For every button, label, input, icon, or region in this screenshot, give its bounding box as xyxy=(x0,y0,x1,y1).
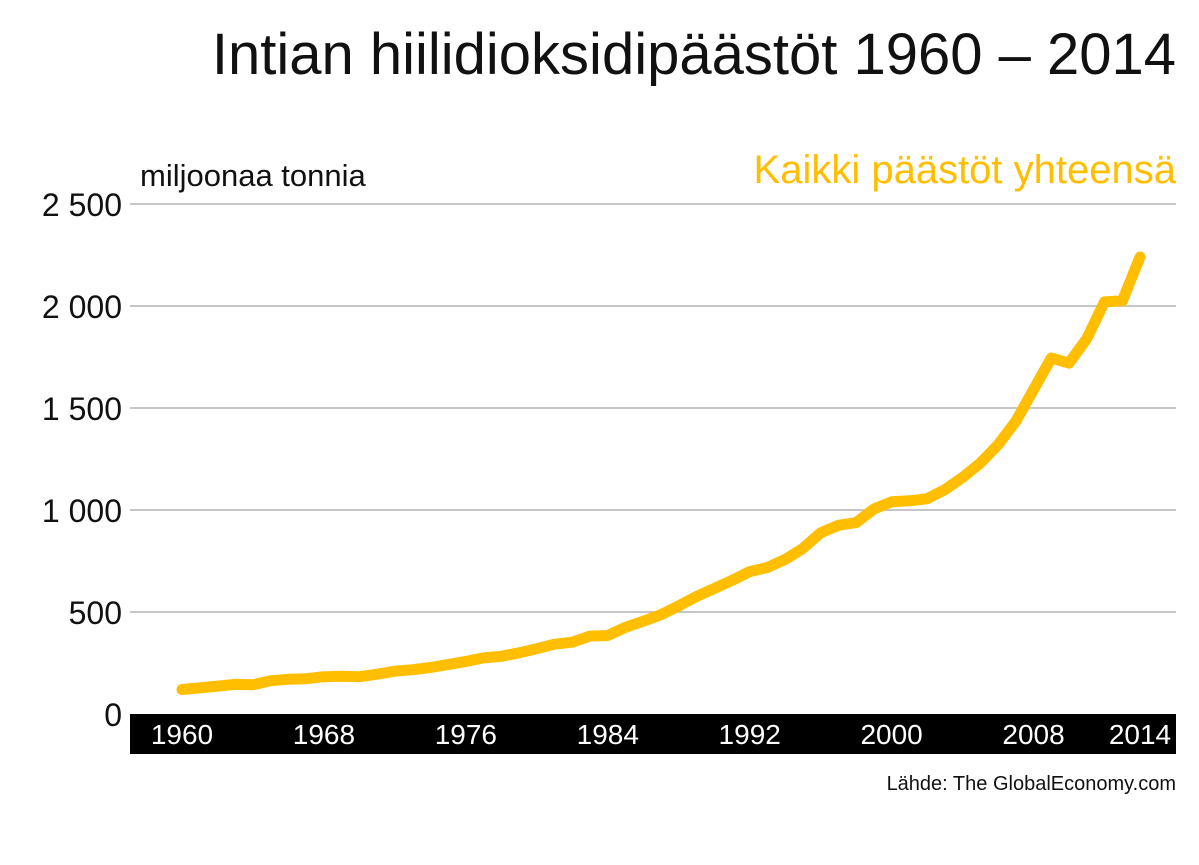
data-point xyxy=(907,498,912,503)
data-point xyxy=(357,674,362,679)
x-tick-label: 2014 xyxy=(1109,719,1171,750)
data-point xyxy=(446,662,451,667)
data-point xyxy=(871,507,876,511)
data-point xyxy=(659,612,663,617)
data-point xyxy=(392,669,397,674)
data-point xyxy=(676,603,681,608)
data-point xyxy=(339,674,344,679)
data-point xyxy=(730,578,734,583)
x-axis-ticks: 1960 1968 1976 1984 1992 2000 2008 2014 xyxy=(151,719,1171,750)
data-point xyxy=(747,569,752,574)
data-point xyxy=(481,655,486,660)
y-tick-label: 2 500 xyxy=(42,187,122,223)
data-point xyxy=(251,682,255,687)
x-tick-label: 1984 xyxy=(577,719,639,750)
data-point xyxy=(942,487,947,492)
data-point xyxy=(623,625,628,630)
data-point xyxy=(818,530,823,535)
y-axis-ticks: 0 500 1 000 1 500 2 000 2 500 xyxy=(42,187,122,733)
y-tick-label: 500 xyxy=(69,595,122,631)
y-tick-label: 0 xyxy=(104,697,122,733)
data-point xyxy=(960,475,965,480)
data-point xyxy=(1067,361,1071,366)
data-point xyxy=(552,642,557,647)
data-point xyxy=(712,586,717,591)
data-point xyxy=(854,520,859,525)
data-point xyxy=(304,676,309,681)
data-point xyxy=(694,594,699,599)
y-tick-label: 1 500 xyxy=(42,391,122,427)
gridlines xyxy=(130,203,1176,613)
data-point xyxy=(1120,298,1125,303)
x-tick-label: 2000 xyxy=(860,719,922,750)
data-point xyxy=(463,659,468,664)
data-point xyxy=(215,684,220,689)
series-layer xyxy=(176,251,1146,695)
data-point xyxy=(534,646,539,651)
x-tick-label: 2008 xyxy=(1002,719,1064,750)
x-tick-label: 1976 xyxy=(435,719,497,750)
x-axis-band xyxy=(130,714,1176,754)
data-point xyxy=(428,665,433,670)
data-point xyxy=(1102,299,1107,304)
data-point xyxy=(233,682,238,687)
source-note: Lähde: The GlobalEconomy.com xyxy=(887,773,1176,795)
data-point xyxy=(1049,356,1054,360)
y-tick-label: 2 000 xyxy=(42,289,122,325)
data-point xyxy=(800,546,805,551)
data-point xyxy=(641,619,646,624)
data-point xyxy=(321,674,326,679)
data-point xyxy=(375,672,380,677)
x-tick-label: 1992 xyxy=(719,719,781,750)
data-point xyxy=(499,654,504,659)
data-point xyxy=(605,633,610,638)
data-point xyxy=(889,499,894,504)
data-point xyxy=(197,685,202,690)
data-point xyxy=(268,678,273,683)
y-tick-label: 1 000 xyxy=(42,493,122,529)
data-point xyxy=(1084,336,1089,341)
data-point xyxy=(570,640,575,645)
data-point xyxy=(996,442,1001,447)
data-point xyxy=(588,634,592,639)
data-point xyxy=(1013,419,1018,424)
data-point xyxy=(836,523,841,528)
series-legend-label: Kaikki päästöt yhteensä xyxy=(754,148,1177,192)
x-tick-label: 1960 xyxy=(151,719,213,750)
series-line xyxy=(176,251,1146,695)
data-point xyxy=(978,461,983,466)
data-point xyxy=(180,687,184,692)
x-tick-label: 1968 xyxy=(293,719,355,750)
data-point xyxy=(517,650,522,655)
data-point xyxy=(1138,255,1142,259)
y-axis-unit-label: miljoonaa tonnia xyxy=(140,158,367,193)
data-point xyxy=(925,496,930,501)
data-point xyxy=(410,667,415,672)
data-point xyxy=(1031,387,1036,392)
data-point xyxy=(783,557,788,562)
chart-title: Intian hiilidioksidipäästöt 1960 – 2014 xyxy=(212,22,1176,87)
data-point xyxy=(286,677,291,682)
data-point xyxy=(765,565,770,570)
